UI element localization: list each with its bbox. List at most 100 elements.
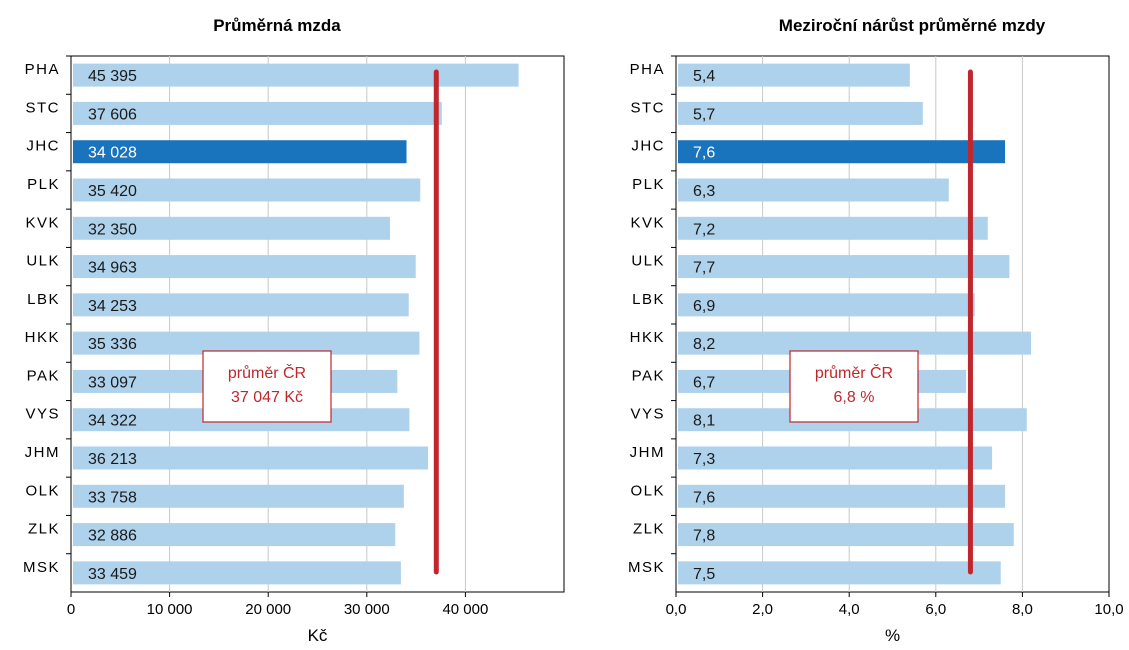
growth-x-axis-label: % — [885, 626, 900, 645]
wage-category-label: OLK — [25, 482, 60, 499]
wage-bar-olk — [73, 484, 404, 508]
growth-value-label: 7,2 — [693, 221, 715, 238]
wage-x-tick-label: 20 000 — [245, 601, 291, 618]
growth-category-label: PLK — [632, 176, 665, 193]
growth-x-tick-label: 6,0 — [925, 601, 946, 618]
wage-value-label: 34 028 — [88, 145, 137, 162]
wage-value-label: 34 253 — [88, 298, 137, 315]
wage-bar-ulk — [73, 255, 416, 279]
wage-value-label: 35 336 — [88, 336, 137, 353]
wage-category-label: HKK — [25, 329, 60, 346]
growth-x-tick-label: 2,0 — [752, 601, 773, 618]
growth-average-annotation-box — [789, 350, 919, 423]
wage-bar-hkk — [73, 331, 420, 355]
growth-bar-jhm — [678, 446, 993, 470]
wage-bar-plk — [73, 178, 421, 202]
growth-value-label: 6,9 — [693, 298, 715, 315]
growth-value-label: 7,5 — [693, 566, 715, 583]
growth-average-annotation-line2: 6,8 % — [834, 389, 875, 406]
growth-category-label: OLK — [630, 482, 665, 499]
wage-value-label: 34 322 — [88, 413, 137, 430]
wage-chart-title: Průměrná mzda — [213, 16, 341, 35]
growth-category-label: ULK — [631, 253, 665, 270]
wage-bar-lbk — [73, 293, 409, 317]
wage-category-label: PAK — [27, 367, 60, 384]
growth-value-label: 7,6 — [693, 145, 715, 162]
growth-category-label: STC — [631, 99, 666, 116]
wage-category-label: MSK — [23, 559, 60, 576]
wage-plot-frame — [70, 55, 565, 593]
growth-category-label: KVK — [630, 214, 665, 231]
wage-value-label: 33 459 — [88, 566, 137, 583]
growth-x-tick-label: 8,0 — [1012, 601, 1033, 618]
growth-chart-title: Meziroční nárůst průměrné mzdy — [779, 16, 1046, 35]
growth-category-label: PAK — [632, 367, 665, 384]
growth-category-label: LBK — [632, 291, 665, 308]
wage-x-tick-label: 0 — [67, 601, 75, 618]
growth-category-label: PHA — [630, 61, 665, 78]
growth-value-label: 6,7 — [693, 374, 715, 391]
growth-category-label: JHM — [630, 444, 665, 461]
growth-bar-hkk — [678, 331, 1032, 355]
growth-average-annotation-line1: průměr ČR — [815, 363, 893, 382]
wage-value-label: 33 758 — [88, 489, 137, 506]
growth-bar-msk — [678, 561, 1001, 585]
wage-category-label: ZLK — [28, 521, 60, 538]
growth-bar-zlk — [678, 523, 1014, 547]
wage-value-label: 35 420 — [88, 183, 137, 200]
wage-category-label: KVK — [25, 214, 60, 231]
growth-value-label: 7,8 — [693, 528, 715, 545]
wage-category-label: PHA — [25, 61, 60, 78]
growth-bar-jhc — [678, 140, 1006, 164]
growth-category-label: MSK — [628, 559, 665, 576]
wage-category-label: PLK — [27, 176, 60, 193]
wage-x-axis-label: Kč — [308, 626, 328, 645]
wage-bar-msk — [73, 561, 401, 585]
wage-category-label: ULK — [26, 253, 60, 270]
growth-value-label: 8,2 — [693, 336, 715, 353]
wage-bar-jhc — [73, 140, 407, 164]
growth-category-label: ZLK — [633, 521, 665, 538]
wage-average-annotation-box — [202, 350, 332, 423]
growth-value-label: 5,4 — [693, 68, 715, 85]
growth-bar-ulk — [678, 255, 1010, 279]
wage-value-label: 37 606 — [88, 106, 137, 123]
wage-value-label: 45 395 — [88, 68, 137, 85]
growth-plot-frame — [675, 55, 1110, 593]
wage-category-label: JHM — [25, 444, 60, 461]
growth-bar-olk — [678, 484, 1006, 508]
growth-bar-stc — [678, 101, 923, 125]
growth-value-label: 7,3 — [693, 451, 715, 468]
growth-x-tick-label: 0,0 — [666, 601, 687, 618]
growth-x-tick-label: 10,0 — [1094, 601, 1123, 618]
growth-bar-lbk — [678, 293, 975, 317]
wage-category-label: JHC — [26, 138, 60, 155]
wage-bar-jhm — [73, 446, 429, 470]
wage-bar-pha — [73, 63, 519, 87]
growth-value-label: 8,1 — [693, 413, 715, 430]
wage-bar-stc — [73, 101, 442, 125]
wage-value-label: 32 886 — [88, 528, 137, 545]
wage-value-label: 33 097 — [88, 374, 137, 391]
wage-average-annotation-line1: průměr ČR — [228, 363, 306, 382]
growth-bar-kvk — [678, 216, 988, 240]
wage-x-tick-label: 10 000 — [147, 601, 193, 618]
wage-value-label: 34 963 — [88, 260, 137, 277]
wage-category-label: STC — [26, 99, 61, 116]
growth-value-label: 6,3 — [693, 183, 715, 200]
growth-bar-plk — [678, 178, 949, 202]
wage-bar-kvk — [73, 216, 390, 240]
growth-category-label: JHC — [631, 138, 665, 155]
growth-category-label: VYS — [630, 406, 665, 423]
wage-bar-zlk — [73, 523, 396, 547]
wage-x-tick-label: 40 000 — [442, 601, 488, 618]
wage-category-label: VYS — [25, 406, 60, 423]
wage-value-label: 32 350 — [88, 221, 137, 238]
wage-value-label: 36 213 — [88, 451, 137, 468]
wage-x-tick-label: 30 000 — [344, 601, 390, 618]
growth-x-tick-label: 4,0 — [839, 601, 860, 618]
wage-average-annotation-line2: 37 047 Kč — [231, 389, 303, 406]
growth-value-label: 7,6 — [693, 489, 715, 506]
